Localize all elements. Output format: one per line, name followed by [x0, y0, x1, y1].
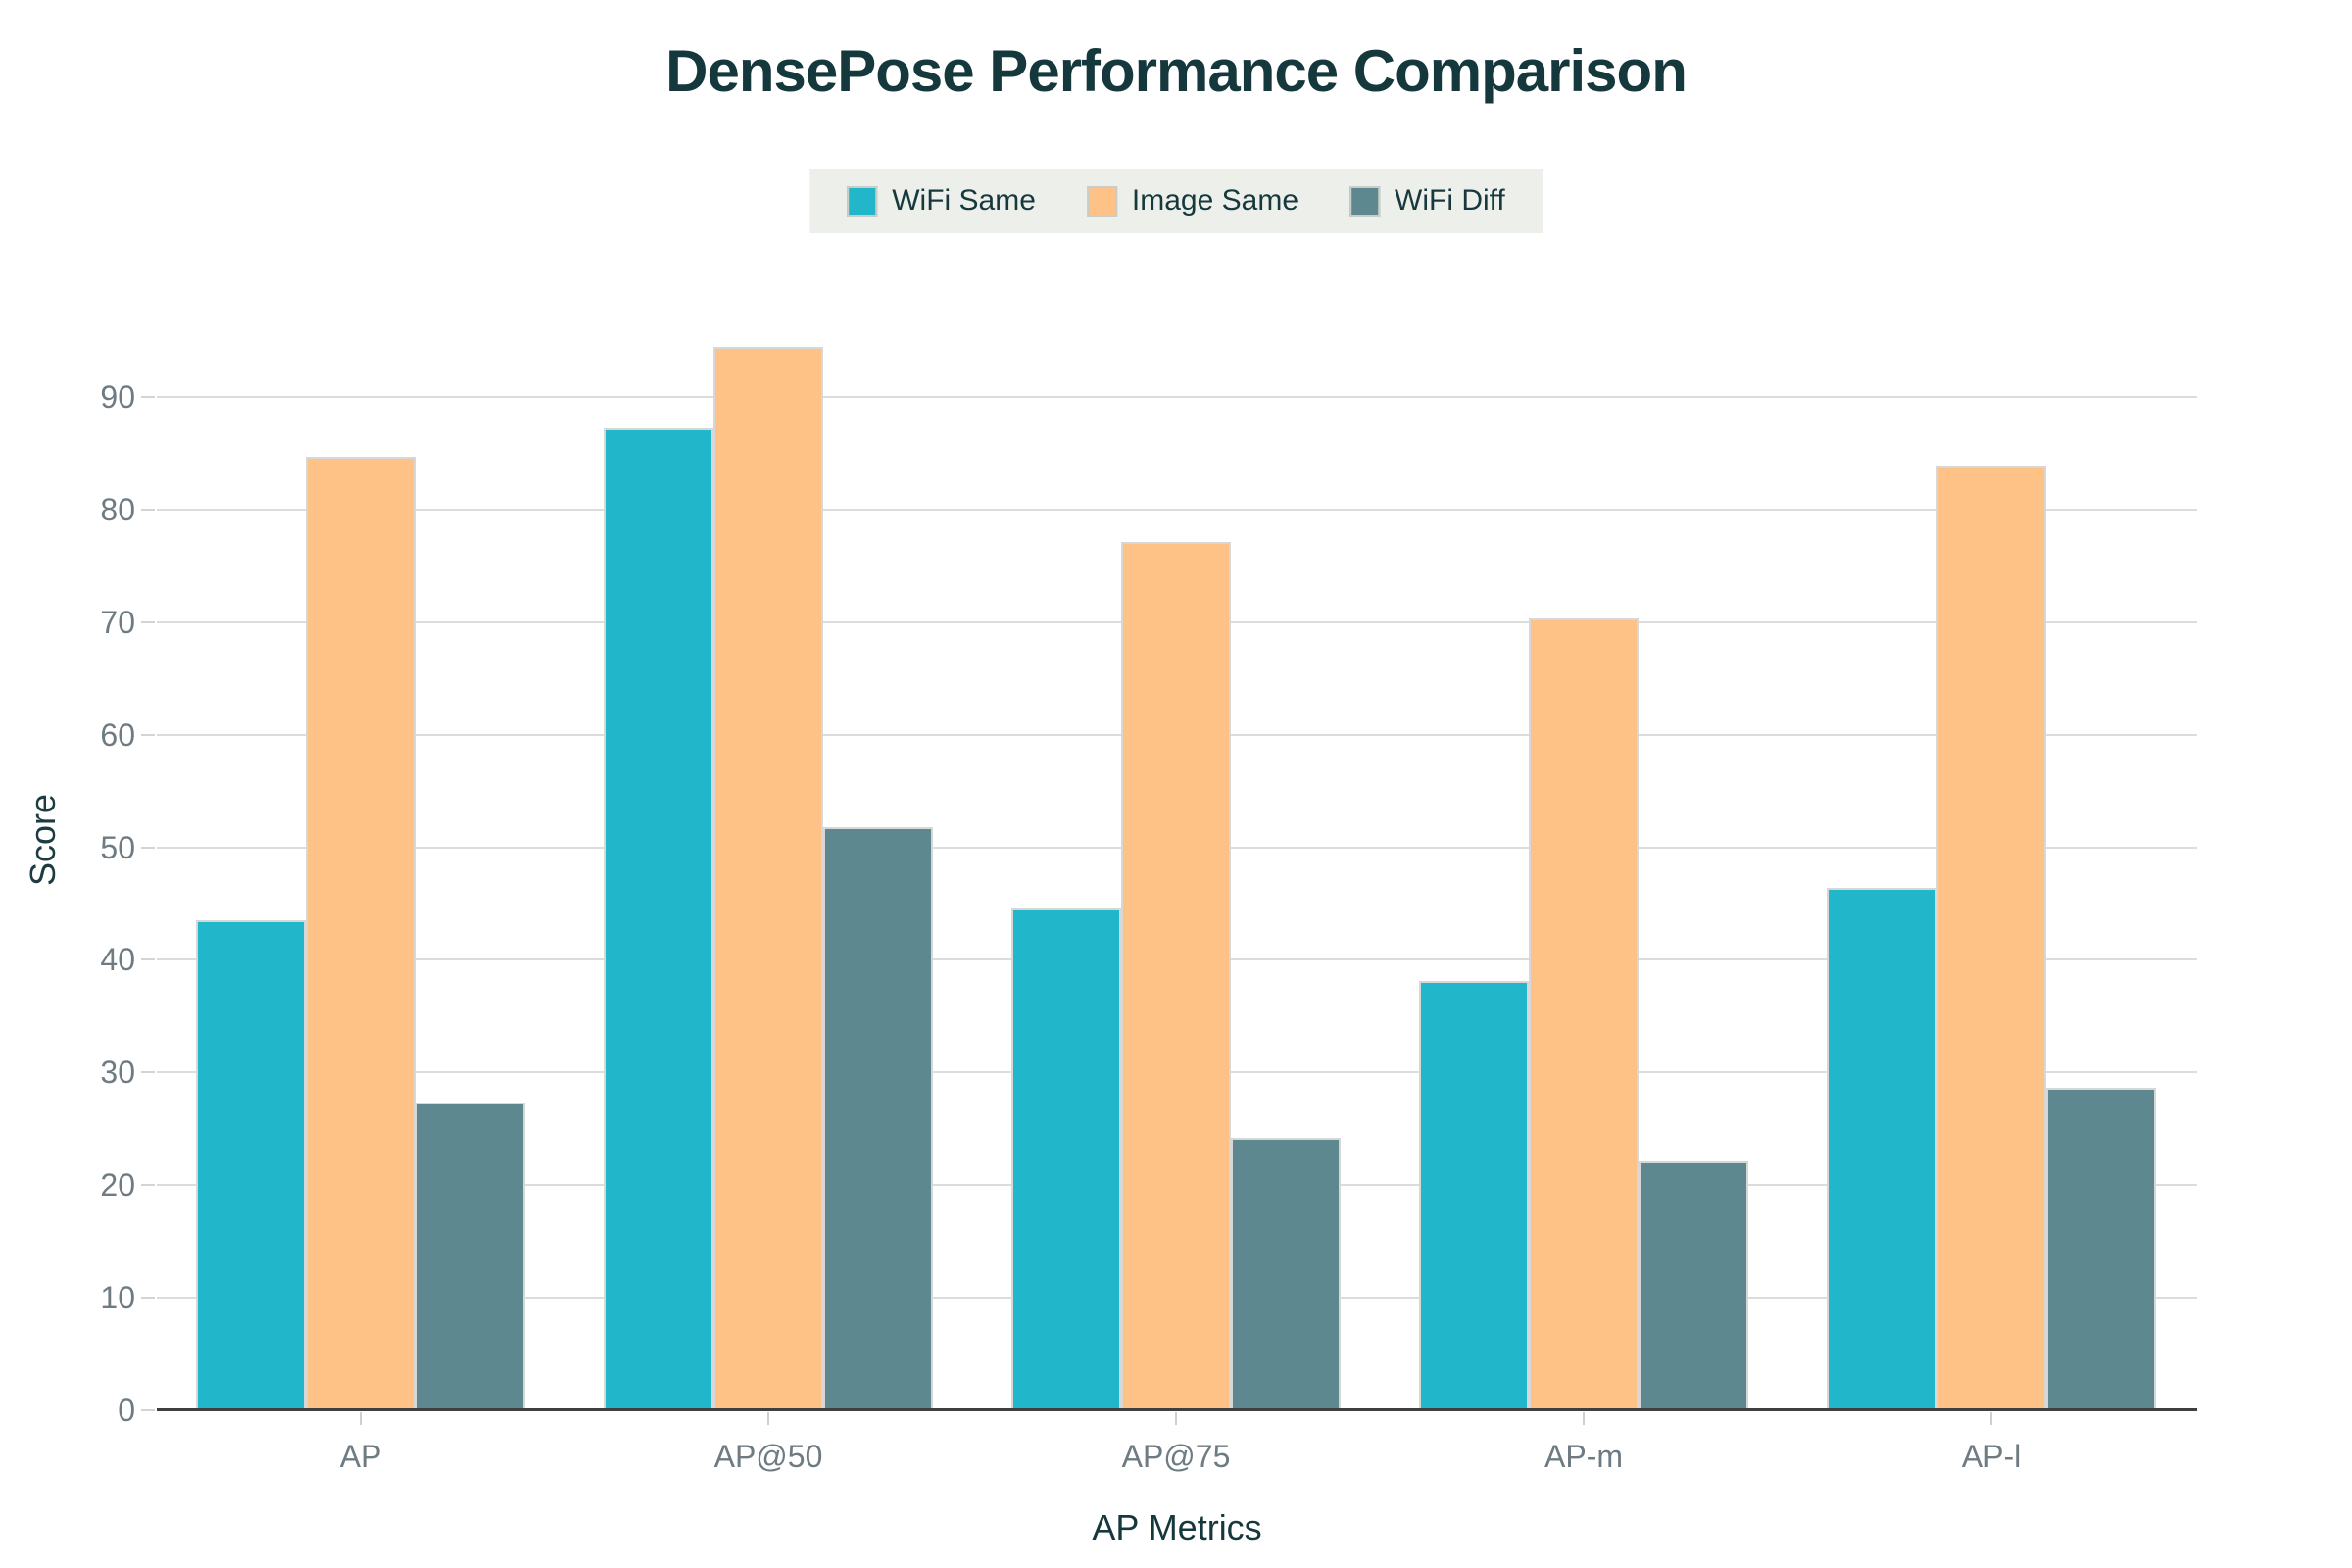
- bar-image-same-ap-l: [1936, 466, 2046, 1410]
- bar-wifi-same-ap-50: [604, 428, 713, 1410]
- y-tick-mark-10: [141, 1297, 155, 1299]
- x-tick-mark-ap-l: [1990, 1412, 1992, 1425]
- y-tick-mark-80: [141, 508, 155, 511]
- legend-label-image-same: Image Same: [1131, 184, 1299, 217]
- x-tick-label-ap-50: AP@50: [713, 1439, 823, 1474]
- y-tick-label-50: 50: [100, 829, 135, 865]
- legend-label-wifi-same: WiFi Same: [892, 184, 1036, 217]
- legend-item-wifi-same[interactable]: WiFi Same: [847, 184, 1036, 218]
- bar-wifi-same-ap: [196, 920, 306, 1410]
- y-tick-label-80: 80: [100, 491, 135, 527]
- bar-image-same-ap-50: [713, 347, 823, 1410]
- y-tick-mark-30: [141, 1071, 155, 1074]
- gridline-80: [157, 508, 2197, 511]
- legend-swatch-wifi-diff: [1349, 185, 1381, 217]
- chart-title: DensePose Performance Comparison: [665, 38, 1688, 104]
- y-tick-label-90: 90: [100, 379, 135, 415]
- x-tick-label-ap: AP: [339, 1439, 382, 1474]
- legend-swatch-image-same: [1086, 185, 1117, 217]
- y-tick-mark-70: [141, 620, 155, 623]
- bar-wifi-diff-ap-m: [1639, 1161, 1748, 1410]
- y-tick-mark-40: [141, 958, 155, 961]
- legend-item-image-same[interactable]: Image Same: [1086, 184, 1299, 218]
- y-tick-label-70: 70: [100, 604, 135, 640]
- y-tick-label-30: 30: [100, 1054, 135, 1091]
- legend: WiFi Same Image Same WiFi Diff: [809, 169, 1543, 233]
- x-tick-mark-ap-m: [1583, 1412, 1585, 1425]
- bar-wifi-same-ap-l: [1827, 887, 1936, 1410]
- x-tick-label-ap-m: AP-m: [1544, 1439, 1623, 1474]
- y-tick-mark-50: [141, 846, 155, 849]
- gridline-90: [157, 396, 2197, 398]
- x-tick-mark-ap: [360, 1412, 362, 1425]
- y-tick-mark-0: [141, 1409, 155, 1411]
- y-tick-label-20: 20: [100, 1167, 135, 1203]
- y-tick-label-60: 60: [100, 716, 135, 753]
- x-axis-line: [157, 1408, 2197, 1411]
- bar-wifi-diff-ap-l: [2046, 1088, 2156, 1410]
- bar-wifi-same-ap-m: [1419, 981, 1529, 1410]
- y-tick-mark-60: [141, 733, 155, 736]
- legend-label-wifi-diff: WiFi Diff: [1395, 184, 1505, 217]
- y-tick-mark-90: [141, 396, 155, 398]
- legend-item-wifi-diff[interactable]: WiFi Diff: [1349, 184, 1505, 218]
- bar-image-same-ap-m: [1529, 618, 1639, 1410]
- y-tick-mark-20: [141, 1184, 155, 1187]
- x-tick-label-ap-l: AP-l: [1961, 1439, 2022, 1474]
- bar-wifi-diff-ap-50: [823, 826, 933, 1410]
- x-tick-label-ap-75: AP@75: [1121, 1439, 1231, 1474]
- x-tick-mark-ap-50: [767, 1412, 769, 1425]
- bar-wifi-diff-ap-75: [1231, 1137, 1341, 1410]
- y-tick-label-40: 40: [100, 942, 135, 978]
- bar-image-same-ap-75: [1121, 542, 1231, 1410]
- y-tick-label-10: 10: [100, 1280, 135, 1316]
- legend-swatch-wifi-same: [847, 185, 878, 217]
- bar-wifi-diff-ap: [416, 1102, 525, 1410]
- x-axis-title: AP Metrics: [1092, 1507, 1262, 1547]
- bar-image-same-ap: [306, 456, 416, 1410]
- y-tick-label-0: 0: [118, 1393, 135, 1428]
- bar-wifi-same-ap-75: [1011, 907, 1121, 1410]
- x-tick-mark-ap-75: [1175, 1412, 1177, 1425]
